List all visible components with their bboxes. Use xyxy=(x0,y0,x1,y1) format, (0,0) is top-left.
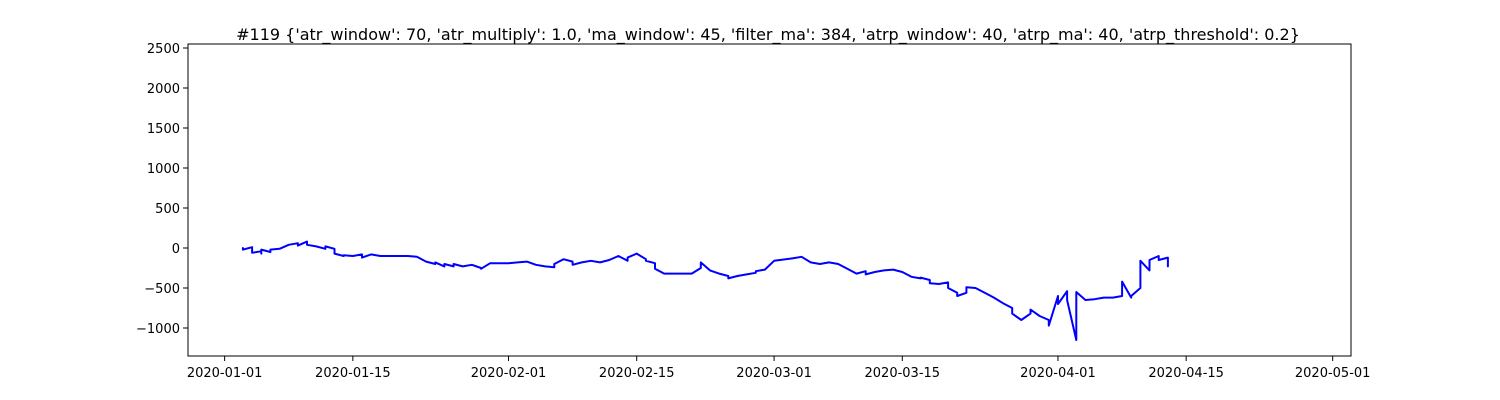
plot-frame xyxy=(187,43,1352,357)
x-tick-label: 2020-05-01 xyxy=(1295,366,1371,381)
y-tick-label: −1000 xyxy=(136,322,180,337)
x-tick-label: 2020-04-15 xyxy=(1148,366,1224,381)
series-line-0 xyxy=(241,240,1169,341)
y-tick-label: −500 xyxy=(144,282,180,297)
chart-title: #119 {'atr_window': 70, 'atr_multiply': … xyxy=(236,25,1300,45)
x-tick-label: 2020-01-15 xyxy=(315,366,391,381)
x-axis-ticks: 2020-01-01 2020-01-15 2020-02-01 2020-02-15… xyxy=(187,356,1371,381)
y-axis-ticks: −1000 −500 0 500 1000 1500 2000 2500 xyxy=(136,42,188,337)
y-tick-label: 1500 xyxy=(147,122,180,137)
y-tick-label: 0 xyxy=(172,242,180,257)
y-tick-label: 500 xyxy=(155,202,180,217)
x-tick-label: 2020-04-01 xyxy=(1020,366,1096,381)
y-tick-label: 1000 xyxy=(147,162,180,177)
y-tick-label: 2000 xyxy=(147,82,180,97)
y-tick-label: 2500 xyxy=(147,42,180,57)
x-tick-label: 2020-02-15 xyxy=(599,366,675,381)
x-tick-label: 2020-01-01 xyxy=(187,366,263,381)
x-tick-label: 2020-02-01 xyxy=(471,366,547,381)
x-tick-label: 2020-03-01 xyxy=(736,366,812,381)
series-layer xyxy=(241,240,1169,341)
x-tick-label: 2020-03-15 xyxy=(865,366,941,381)
